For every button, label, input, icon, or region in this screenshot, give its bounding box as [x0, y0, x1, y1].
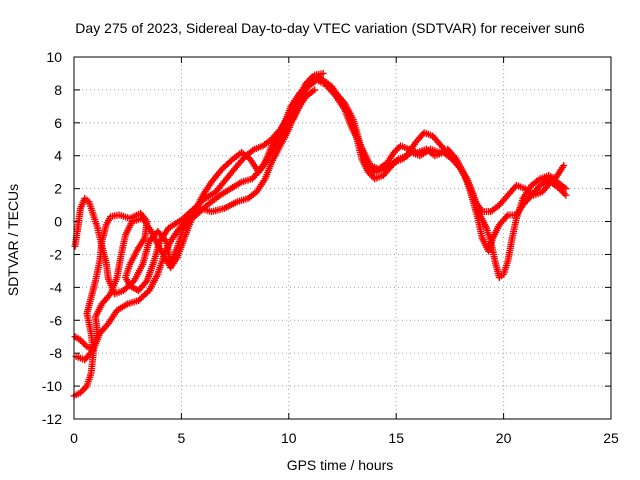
y-tick-label: -4 — [50, 279, 63, 295]
y-tick-label: 2 — [54, 181, 62, 197]
y-axis-label: SDTVAR / TECUs — [5, 184, 21, 296]
series-arc-3 — [71, 69, 327, 298]
data-series — [70, 69, 570, 400]
y-tick-label: 6 — [54, 115, 62, 131]
data-point — [80, 385, 88, 393]
y-tick-label: -8 — [50, 345, 63, 361]
x-tick-label: 10 — [281, 430, 297, 446]
y-tick-label: 10 — [46, 49, 62, 65]
data-point — [562, 185, 570, 193]
x-tick-label: 5 — [178, 430, 186, 446]
y-tick-label: -10 — [42, 378, 62, 394]
data-point — [560, 162, 568, 170]
plot-border — [73, 56, 612, 420]
y-tick-label: -6 — [50, 312, 63, 328]
series-arc-1 — [70, 73, 316, 400]
data-point — [560, 190, 568, 198]
series-arc-4 — [72, 86, 319, 364]
chart-title: Day 275 of 2023, Sidereal Day-to-day VTE… — [75, 20, 585, 36]
x-axis-label: GPS time / hours — [287, 457, 394, 473]
data-point — [311, 86, 319, 94]
x-tick-label: 15 — [388, 430, 404, 446]
x-tick-label: 20 — [496, 430, 512, 446]
tick-labels: 0 5 10 15 20 25 -12 -10 -8 -6 -4 -2 0 2 4 6 8 10 — [42, 49, 619, 446]
y-tick-label: -12 — [42, 411, 62, 427]
y-tick-label: -2 — [50, 246, 63, 262]
data-point — [562, 191, 570, 199]
data-point — [319, 69, 327, 77]
x-tick-label: 25 — [603, 430, 619, 446]
series-arc-6 — [319, 76, 568, 281]
x-tick-label: 0 — [70, 430, 78, 446]
data-point — [80, 339, 88, 347]
y-tick-label: 0 — [54, 214, 62, 230]
y-tick-label: 8 — [54, 82, 62, 98]
series-arc-7 — [332, 89, 570, 255]
y-tick-label: 4 — [54, 148, 62, 164]
grid — [74, 57, 611, 419]
